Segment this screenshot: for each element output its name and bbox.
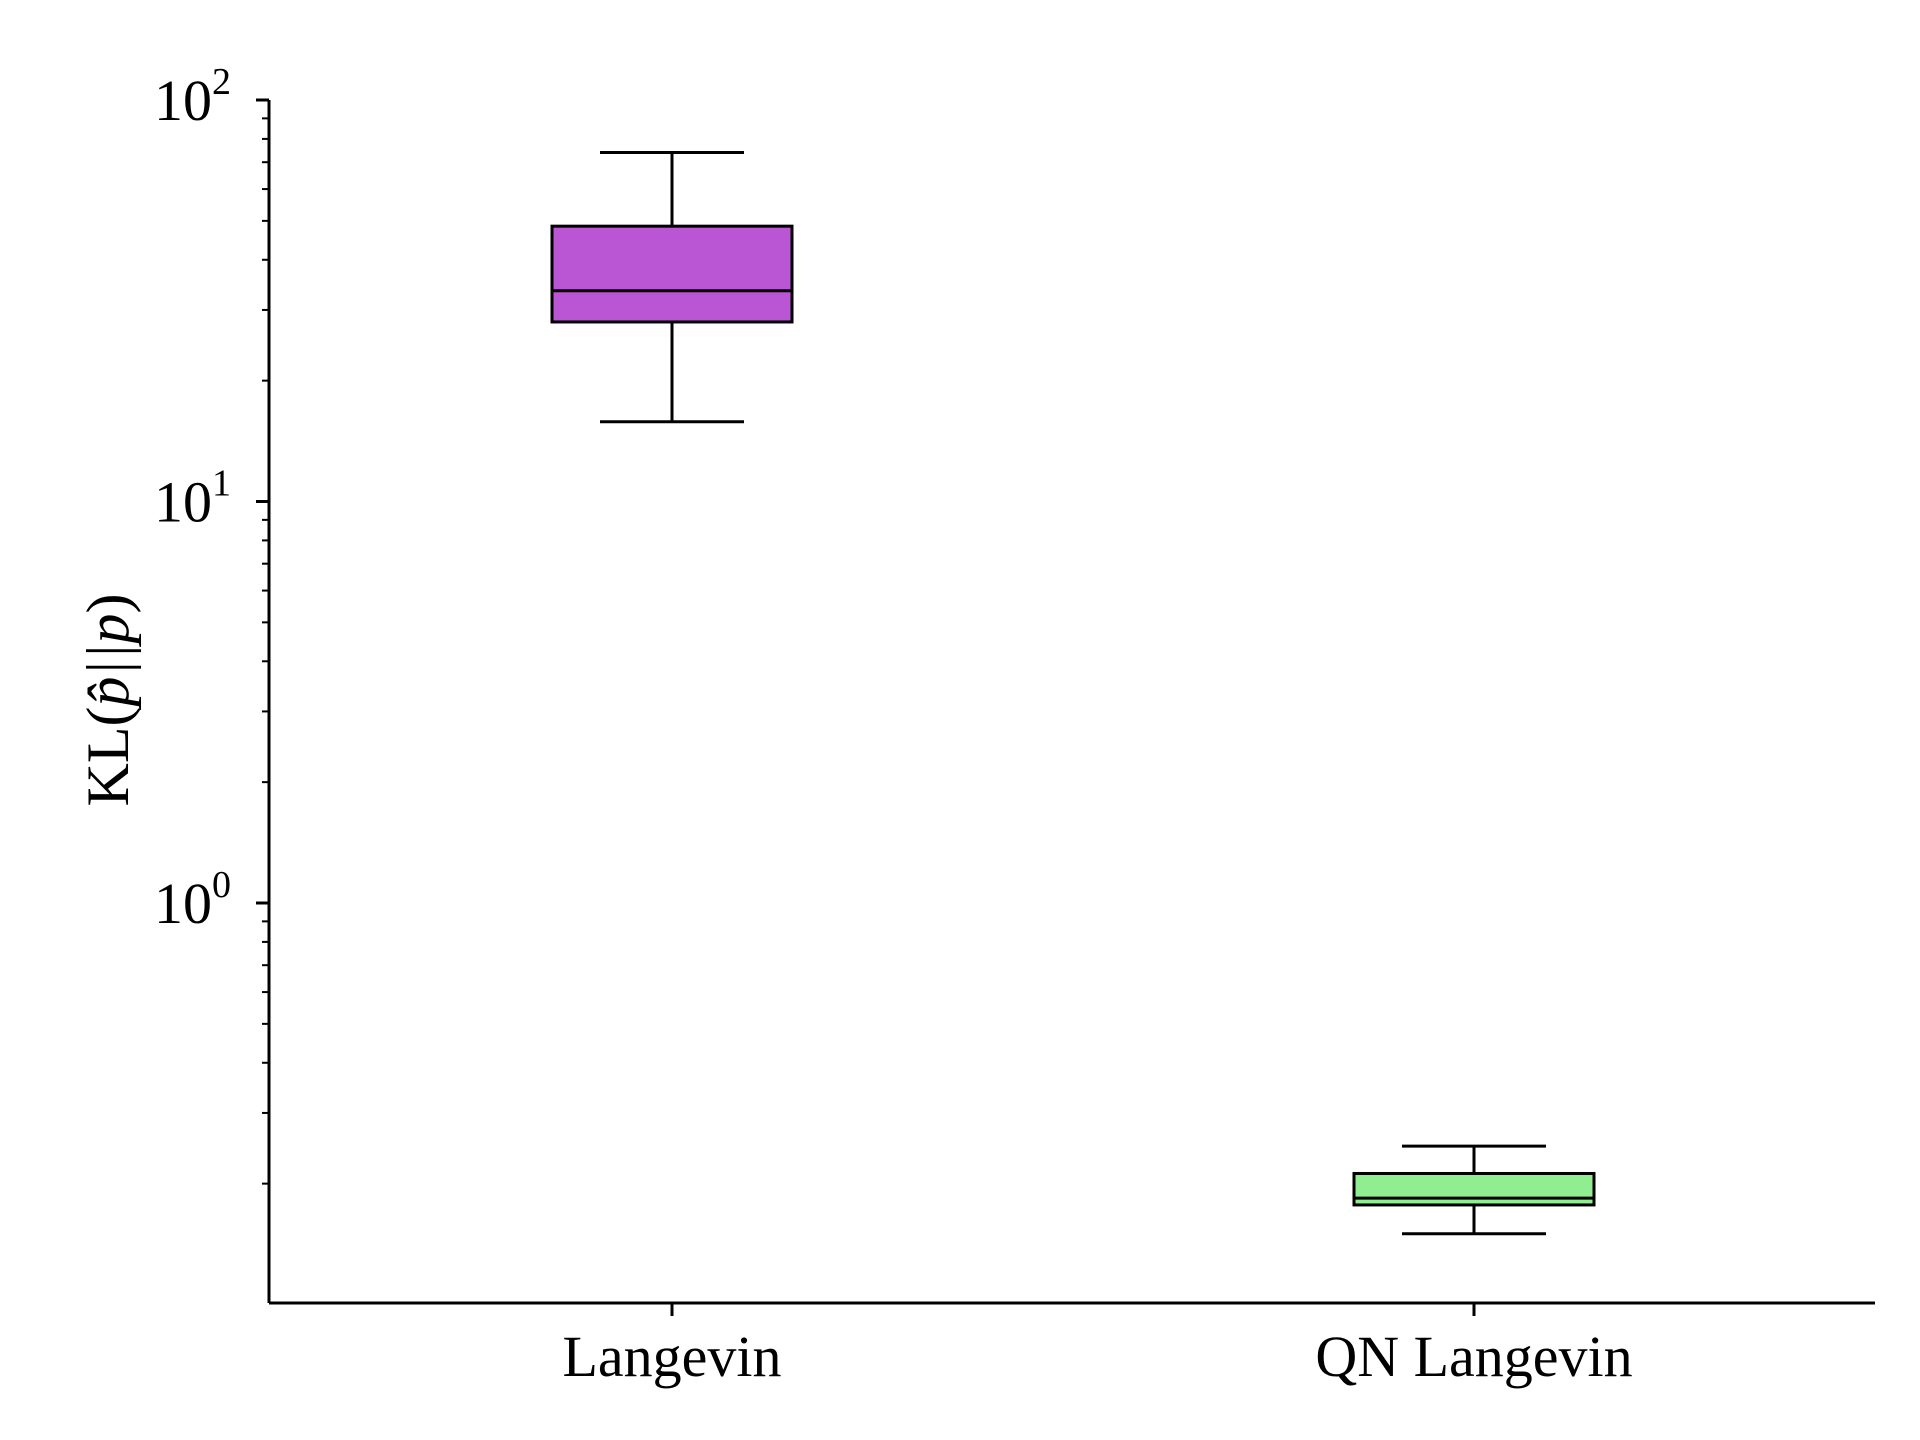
y-axis-label-suffix: ): [75, 594, 141, 614]
y-axis-label-math: p̂||p: [75, 614, 141, 711]
y-axis-label: KL(p̂||p): [75, 594, 141, 807]
box-qn-langevin: [1352, 1144, 1596, 1236]
box-langevin: [550, 151, 794, 424]
y-tick-label-base: 10: [154, 470, 212, 535]
x-category-label: QN Langevin: [1315, 1324, 1632, 1389]
y-tick-label: 102: [154, 61, 231, 133]
y-tick-label-base: 10: [154, 871, 212, 936]
y-tick-label: 101: [154, 463, 231, 535]
y-axis-label-prefix: KL(: [75, 707, 141, 807]
y-tick-label: 100: [154, 864, 231, 936]
x-category-label: Langevin: [562, 1324, 781, 1389]
axes-group: [256, 98, 1875, 1316]
box-iqr: [550, 224, 794, 324]
y-tick-label-exponent: 1: [212, 463, 231, 505]
box-iqr: [1352, 1171, 1596, 1207]
y-tick-label-exponent: 0: [212, 864, 231, 906]
boxes-group: [550, 151, 1596, 1236]
y-tick-label-base: 10: [154, 68, 212, 133]
y-tick-label-exponent: 2: [212, 61, 231, 103]
